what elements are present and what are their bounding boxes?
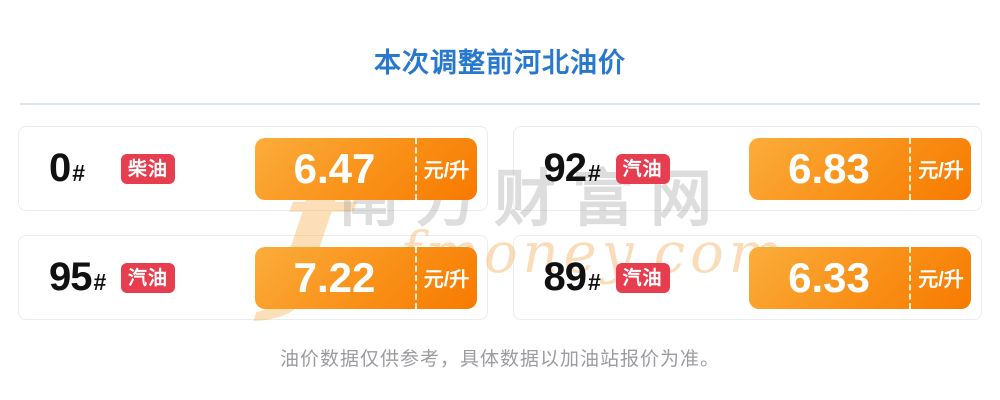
fuel-grade: 89# — [544, 255, 616, 300]
fuel-card-89-gasoline: 89# 汽油 6.33 元/升 — [512, 235, 982, 320]
fuel-type-badge: 柴油 — [121, 153, 176, 184]
fuel-grade-number: 92 — [543, 146, 587, 190]
fuel-type-badge: 汽油 — [615, 153, 670, 184]
fuel-card-0-diesel: 0# 柴油 6.47 元/升 — [18, 126, 488, 211]
fuel-grade-hash: # — [588, 160, 601, 186]
fuel-grade: 95# — [49, 255, 121, 300]
price-value: 7.22 — [293, 253, 376, 301]
price-pill: 6.33 元/升 — [749, 246, 971, 309]
title-divider — [20, 103, 980, 105]
fuel-grade-hash: # — [588, 269, 601, 295]
price-unit: 元/升 — [414, 246, 477, 309]
fuel-type-badge: 汽油 — [615, 262, 670, 293]
price-pill: 6.83 元/升 — [749, 137, 971, 200]
fuel-grade-hash: # — [93, 269, 107, 295]
price-pill: 7.22 元/升 — [254, 246, 477, 309]
page-title: 本次调整前河北油价 — [374, 48, 626, 78]
price-unit: 元/升 — [909, 246, 971, 309]
fuel-grade-number: 89 — [543, 255, 587, 299]
price-value: 6.47 — [293, 144, 376, 192]
fuel-card-95-gasoline: 95# 汽油 7.22 元/升 — [18, 235, 488, 320]
fuel-card-grid: 0# 柴油 6.47 元/升 92# 汽油 6.83 元/升 95# 汽油 7.… — [18, 126, 982, 320]
fuel-card-92-gasoline: 92# 汽油 6.83 元/升 — [512, 126, 982, 211]
disclaimer-text: 油价数据仅供参考，具体数据以加油站报价为准。 — [279, 349, 720, 370]
price-unit: 元/升 — [909, 137, 971, 200]
fuel-grade-hash: # — [72, 160, 86, 186]
fuel-grade-number: 95 — [49, 255, 92, 299]
fuel-type-badge: 汽油 — [121, 262, 176, 293]
price-unit: 元/升 — [414, 137, 477, 200]
price-value: 6.83 — [788, 144, 870, 192]
fuel-grade: 0# — [49, 146, 121, 191]
fuel-grade-number: 0 — [49, 146, 71, 190]
price-pill: 6.47 元/升 — [254, 137, 477, 200]
price-value: 6.33 — [788, 253, 870, 301]
fuel-grade: 92# — [544, 146, 616, 191]
